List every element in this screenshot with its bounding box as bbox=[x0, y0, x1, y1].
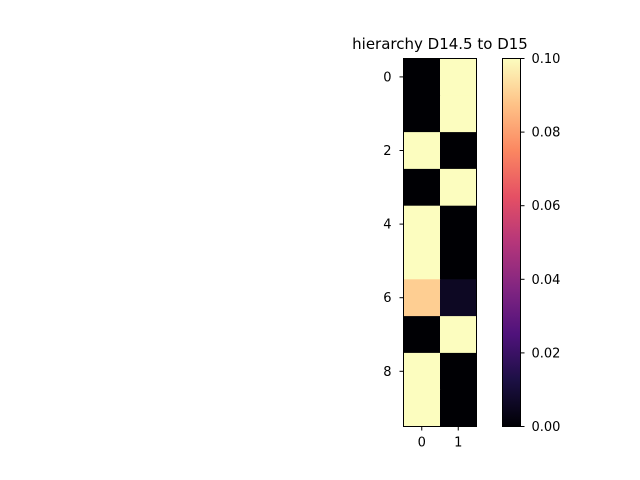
heatmap-cell bbox=[440, 205, 477, 243]
y-tick-label: 8 bbox=[383, 365, 391, 380]
heatmap-cell bbox=[403, 168, 441, 207]
y-tick-label: 6 bbox=[383, 291, 391, 306]
y-tick-label: 2 bbox=[383, 144, 391, 159]
colorbar-tick-label: 0.04 bbox=[532, 273, 561, 288]
heatmap-cell bbox=[403, 95, 441, 133]
colorbar-axis: 0.00 0.02 0.04 0.06 0.08 0.10 bbox=[520, 52, 561, 435]
heatmap-cell bbox=[440, 352, 477, 391]
colorbar-tick-label: 0.00 bbox=[532, 420, 561, 435]
y-tick-label: 4 bbox=[383, 218, 391, 233]
heatmap-cell bbox=[440, 95, 477, 133]
heatmap-cell bbox=[403, 242, 441, 280]
heatmap-cell bbox=[440, 168, 477, 207]
heatmap-cell bbox=[403, 205, 441, 243]
colorbar-tick-label: 0.08 bbox=[532, 126, 561, 141]
heatmap-cell bbox=[403, 279, 441, 317]
heatmap-cell bbox=[440, 279, 477, 317]
heatmap-cell bbox=[403, 132, 441, 170]
heatmap-cell bbox=[440, 316, 477, 354]
heatmap-cell bbox=[403, 316, 441, 354]
y-tick-label: 0 bbox=[383, 70, 391, 85]
x-tick-label: 0 bbox=[418, 436, 426, 451]
colorbar-tick-label: 0.10 bbox=[532, 52, 561, 67]
heatmap-cell bbox=[403, 352, 441, 391]
x-tick-label: 1 bbox=[454, 436, 462, 451]
heatmap-cell bbox=[403, 58, 441, 96]
colorbar bbox=[502, 58, 521, 427]
colorbar-tick-label: 0.02 bbox=[532, 346, 561, 361]
heatmap-cell bbox=[440, 389, 477, 427]
heatmap-cell bbox=[403, 389, 441, 427]
heatmap-cell bbox=[440, 242, 477, 280]
heatmap-cell bbox=[440, 132, 477, 170]
y-axis: 0 2 4 6 8 bbox=[383, 70, 404, 380]
heatmap-frame bbox=[403, 58, 477, 427]
chart-title: hierarchy D14.5 to D15 bbox=[352, 35, 528, 53]
heatmap-cell bbox=[440, 58, 477, 96]
colorbar-tick-label: 0.06 bbox=[532, 199, 561, 214]
heatmap-cells bbox=[403, 58, 477, 427]
